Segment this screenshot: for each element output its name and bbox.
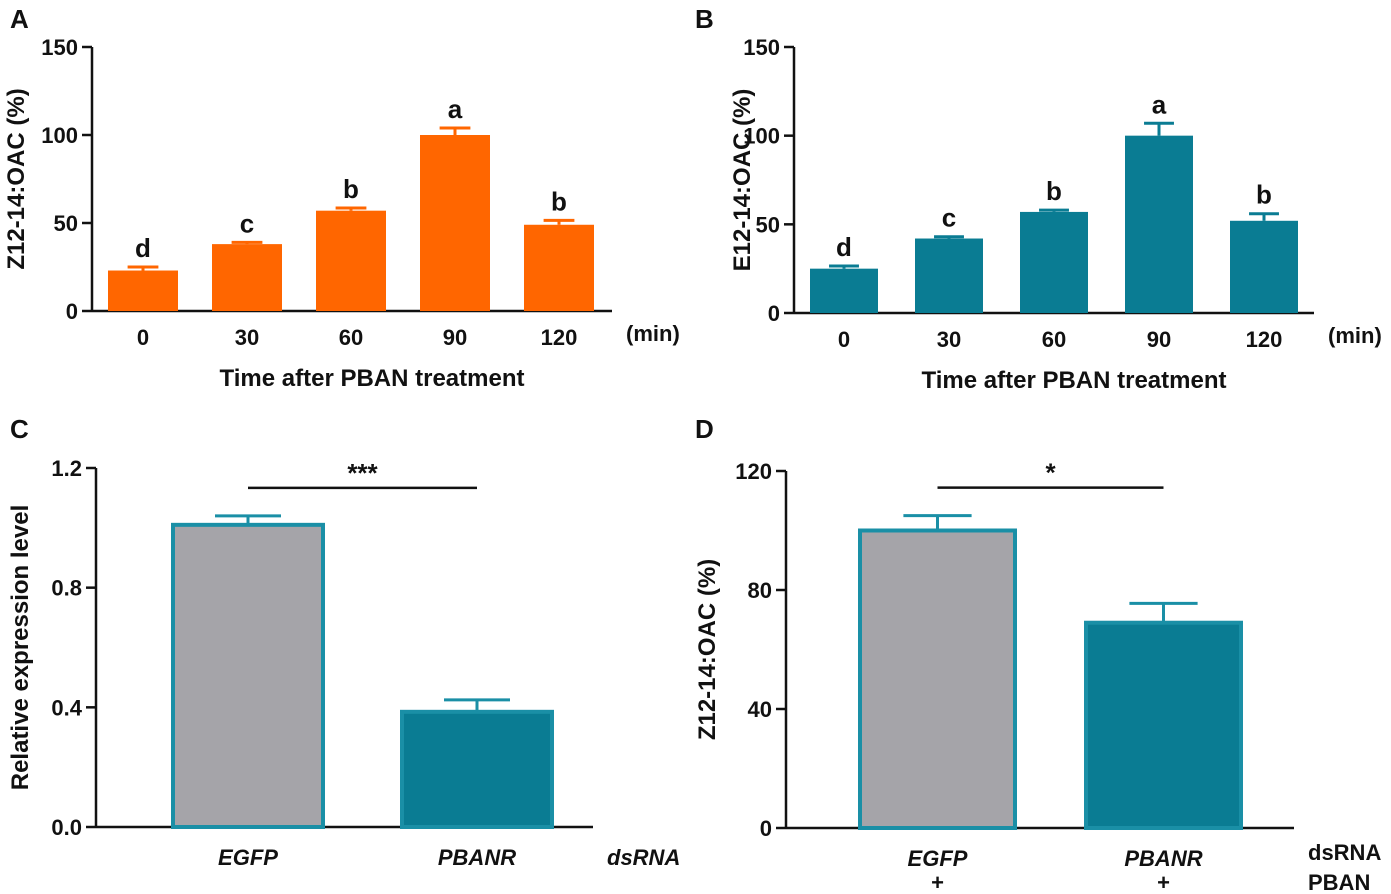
y-tick-label: 0.8: [51, 576, 82, 601]
y-tick-label: 0: [768, 301, 780, 326]
panel-letter: D: [695, 414, 714, 444]
significance-letter: b: [1256, 180, 1272, 210]
significance-letter: c: [942, 203, 956, 233]
bar-0: [108, 270, 178, 311]
y-tick-label: 150: [41, 35, 78, 60]
x-tick-label: 90: [443, 325, 467, 350]
bar-egfp: [858, 528, 1017, 830]
x-axis-title: Time after PBAN treatment: [220, 365, 525, 392]
y-axis-title: Relative expression level: [7, 505, 34, 791]
y-tick-label: 150: [743, 35, 780, 60]
x-tick-label: 90: [1147, 327, 1171, 352]
significance-letter: d: [836, 232, 852, 262]
x-tick-label: 30: [235, 325, 259, 350]
significance-letter: b: [551, 186, 567, 216]
x-axis-title: Time after PBAN treatment: [922, 367, 1227, 394]
x-tick-label: PBANR: [438, 845, 516, 870]
x-tick-label: 60: [339, 325, 363, 350]
x-tick-label: 120: [1246, 327, 1283, 352]
significance-stars: *: [1045, 458, 1056, 488]
bar-egfp: [171, 522, 325, 829]
panel-letter: A: [10, 4, 29, 34]
row-label-pban: PBAN: [1308, 870, 1370, 894]
x-tick-label: 120: [541, 325, 578, 350]
pban-plus: +: [1157, 870, 1170, 894]
x-tick-label: 30: [937, 327, 961, 352]
panel-letter: B: [695, 4, 714, 34]
significance-letter: a: [448, 94, 463, 124]
x-tick-label: PBANR: [1124, 846, 1202, 871]
panel-letter: C: [10, 414, 29, 444]
bar-pbanr: [1084, 620, 1243, 830]
panel-b: B 0 50 100 150 E12-14:OAC (%) 0 d 30 c 60 b 90 a 120 b (…: [695, 4, 1382, 394]
bar-60: [316, 210, 386, 311]
row-label-dsrna: dsRNA: [1308, 840, 1381, 865]
significance-letter: a: [1152, 89, 1167, 119]
y-tick-label: 0.4: [51, 695, 82, 720]
bar-0: [810, 268, 878, 313]
y-tick-label: 120: [735, 459, 772, 484]
y-tick-label: 1.2: [51, 456, 82, 481]
row-label-dsrna: dsRNA: [607, 845, 680, 870]
pban-plus: +: [931, 870, 944, 894]
x-unit-label: (min): [1328, 323, 1382, 348]
y-tick-label: 0: [760, 816, 772, 841]
significance-letter: b: [343, 174, 359, 204]
significance-stars: ***: [347, 458, 378, 488]
x-tick-label: 60: [1042, 327, 1066, 352]
y-tick-label: 50: [756, 212, 780, 237]
y-tick-label: 50: [54, 211, 78, 236]
y-tick-label: 0.0: [51, 815, 82, 840]
y-tick-label: 40: [748, 697, 772, 722]
bar-120: [1230, 220, 1298, 313]
y-tick-label: 100: [41, 123, 78, 148]
significance-letter: b: [1046, 176, 1062, 206]
bar-90: [1125, 135, 1193, 313]
x-tick-label: 0: [838, 327, 850, 352]
y-axis-title: E12-14:OAC (%): [729, 89, 756, 272]
x-unit-label: (min): [626, 321, 680, 346]
significance-letter: c: [240, 208, 254, 238]
bar-60: [1020, 211, 1088, 313]
y-tick-label: 100: [743, 124, 780, 149]
panel-d: D 0 40 80 120 Z12-14:OAC (%) EGFP PBANR * dsRNA PB…: [694, 414, 1381, 894]
bar-30: [915, 238, 983, 313]
bar-90: [420, 135, 490, 311]
bar-120: [524, 224, 594, 311]
x-tick-label: EGFP: [218, 845, 278, 870]
y-axis-title: Z12-14:OAC (%): [3, 88, 30, 269]
x-tick-label: 0: [137, 325, 149, 350]
y-axis-title: Z12-14:OAC (%): [694, 559, 721, 740]
y-tick-label: 0: [66, 299, 78, 324]
panel-a: A 0 50 100 150 Z12-14:OAC (%) 0 d 30 c 60 b 90 a 120 b (…: [3, 4, 680, 392]
significance-letter: d: [135, 233, 151, 263]
bar-30: [212, 244, 282, 311]
panel-c: C 0.0 0.4 0.8 1.2 Relative expression level EG…: [7, 414, 680, 870]
bar-pbanr: [400, 709, 554, 830]
y-tick-label: 80: [748, 578, 772, 603]
x-tick-label: EGFP: [908, 846, 968, 871]
